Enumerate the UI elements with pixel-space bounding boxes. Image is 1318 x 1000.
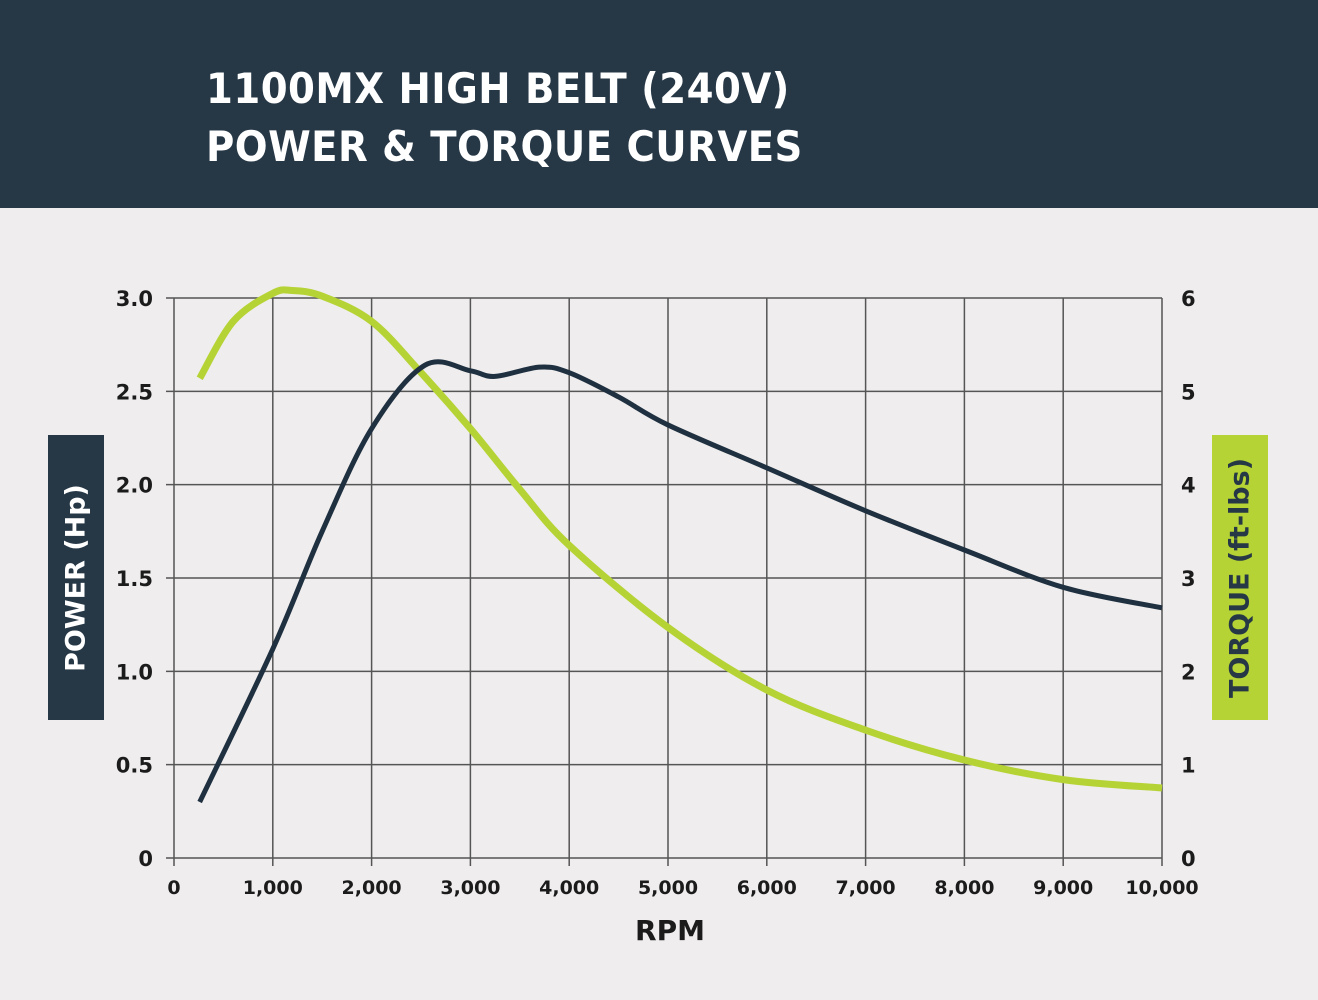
right-tick-label: 0 [1181,847,1196,871]
power-axis-label: POWER (Hp) [48,435,104,720]
left-tick-label: 0.5 [116,754,153,778]
right-tick-label: 6 [1181,287,1196,311]
x-tick-label: 8,000 [934,877,994,899]
right-axis-ticks: 0 1 2 3 4 5 6 [1181,287,1196,871]
x-tick-label: 10,000 [1125,877,1198,899]
left-tick-label: 3.0 [116,287,153,311]
chart-title-line1: 1100MX HIGH BELT (240V) [206,64,790,113]
x-tick-label: 9,000 [1033,877,1093,899]
x-tick-label: 0 [167,877,180,899]
right-tick-label: 3 [1181,567,1196,591]
right-tick-label: 2 [1181,660,1196,684]
power-curve [197,359,1163,804]
x-tick-label: 4,000 [539,877,599,899]
x-tick-label: 7,000 [836,877,896,899]
x-axis-label: RPM [635,914,705,947]
left-tick-label: 2.0 [116,474,153,498]
x-tick-label: 6,000 [737,877,797,899]
right-tick-label: 1 [1181,754,1196,778]
torque-curve [196,286,1163,792]
left-tick-label: 1.0 [116,660,153,684]
left-tick-label: 0 [138,847,153,871]
torque-axis-label: TORQUE (ft-lbs) [1212,435,1268,720]
x-tick-label: 2,000 [342,877,402,899]
x-tick-label: 5,000 [638,877,698,899]
left-axis-ticks: 0 0.5 1.0 1.5 2.0 2.5 3.0 [116,287,153,871]
left-tick-label: 1.5 [116,567,153,591]
right-tick-label: 5 [1181,380,1196,404]
x-axis-ticks: 0 1,000 2,000 3,000 4,000 5,000 6,000 7,000 8,00… [167,877,1198,899]
plot-grid [166,297,1163,866]
title-banner: 1100MX HIGH BELT (240V) POWER & TORQUE C… [0,0,1318,208]
chart-title: 1100MX HIGH BELT (240V) POWER & TORQUE C… [206,60,803,176]
x-tick-label: 3,000 [440,877,500,899]
chart-title-line2: POWER & TORQUE CURVES [206,122,803,171]
x-tick-label: 1,000 [243,877,303,899]
right-tick-label: 4 [1181,474,1196,498]
left-tick-label: 2.5 [116,380,153,404]
